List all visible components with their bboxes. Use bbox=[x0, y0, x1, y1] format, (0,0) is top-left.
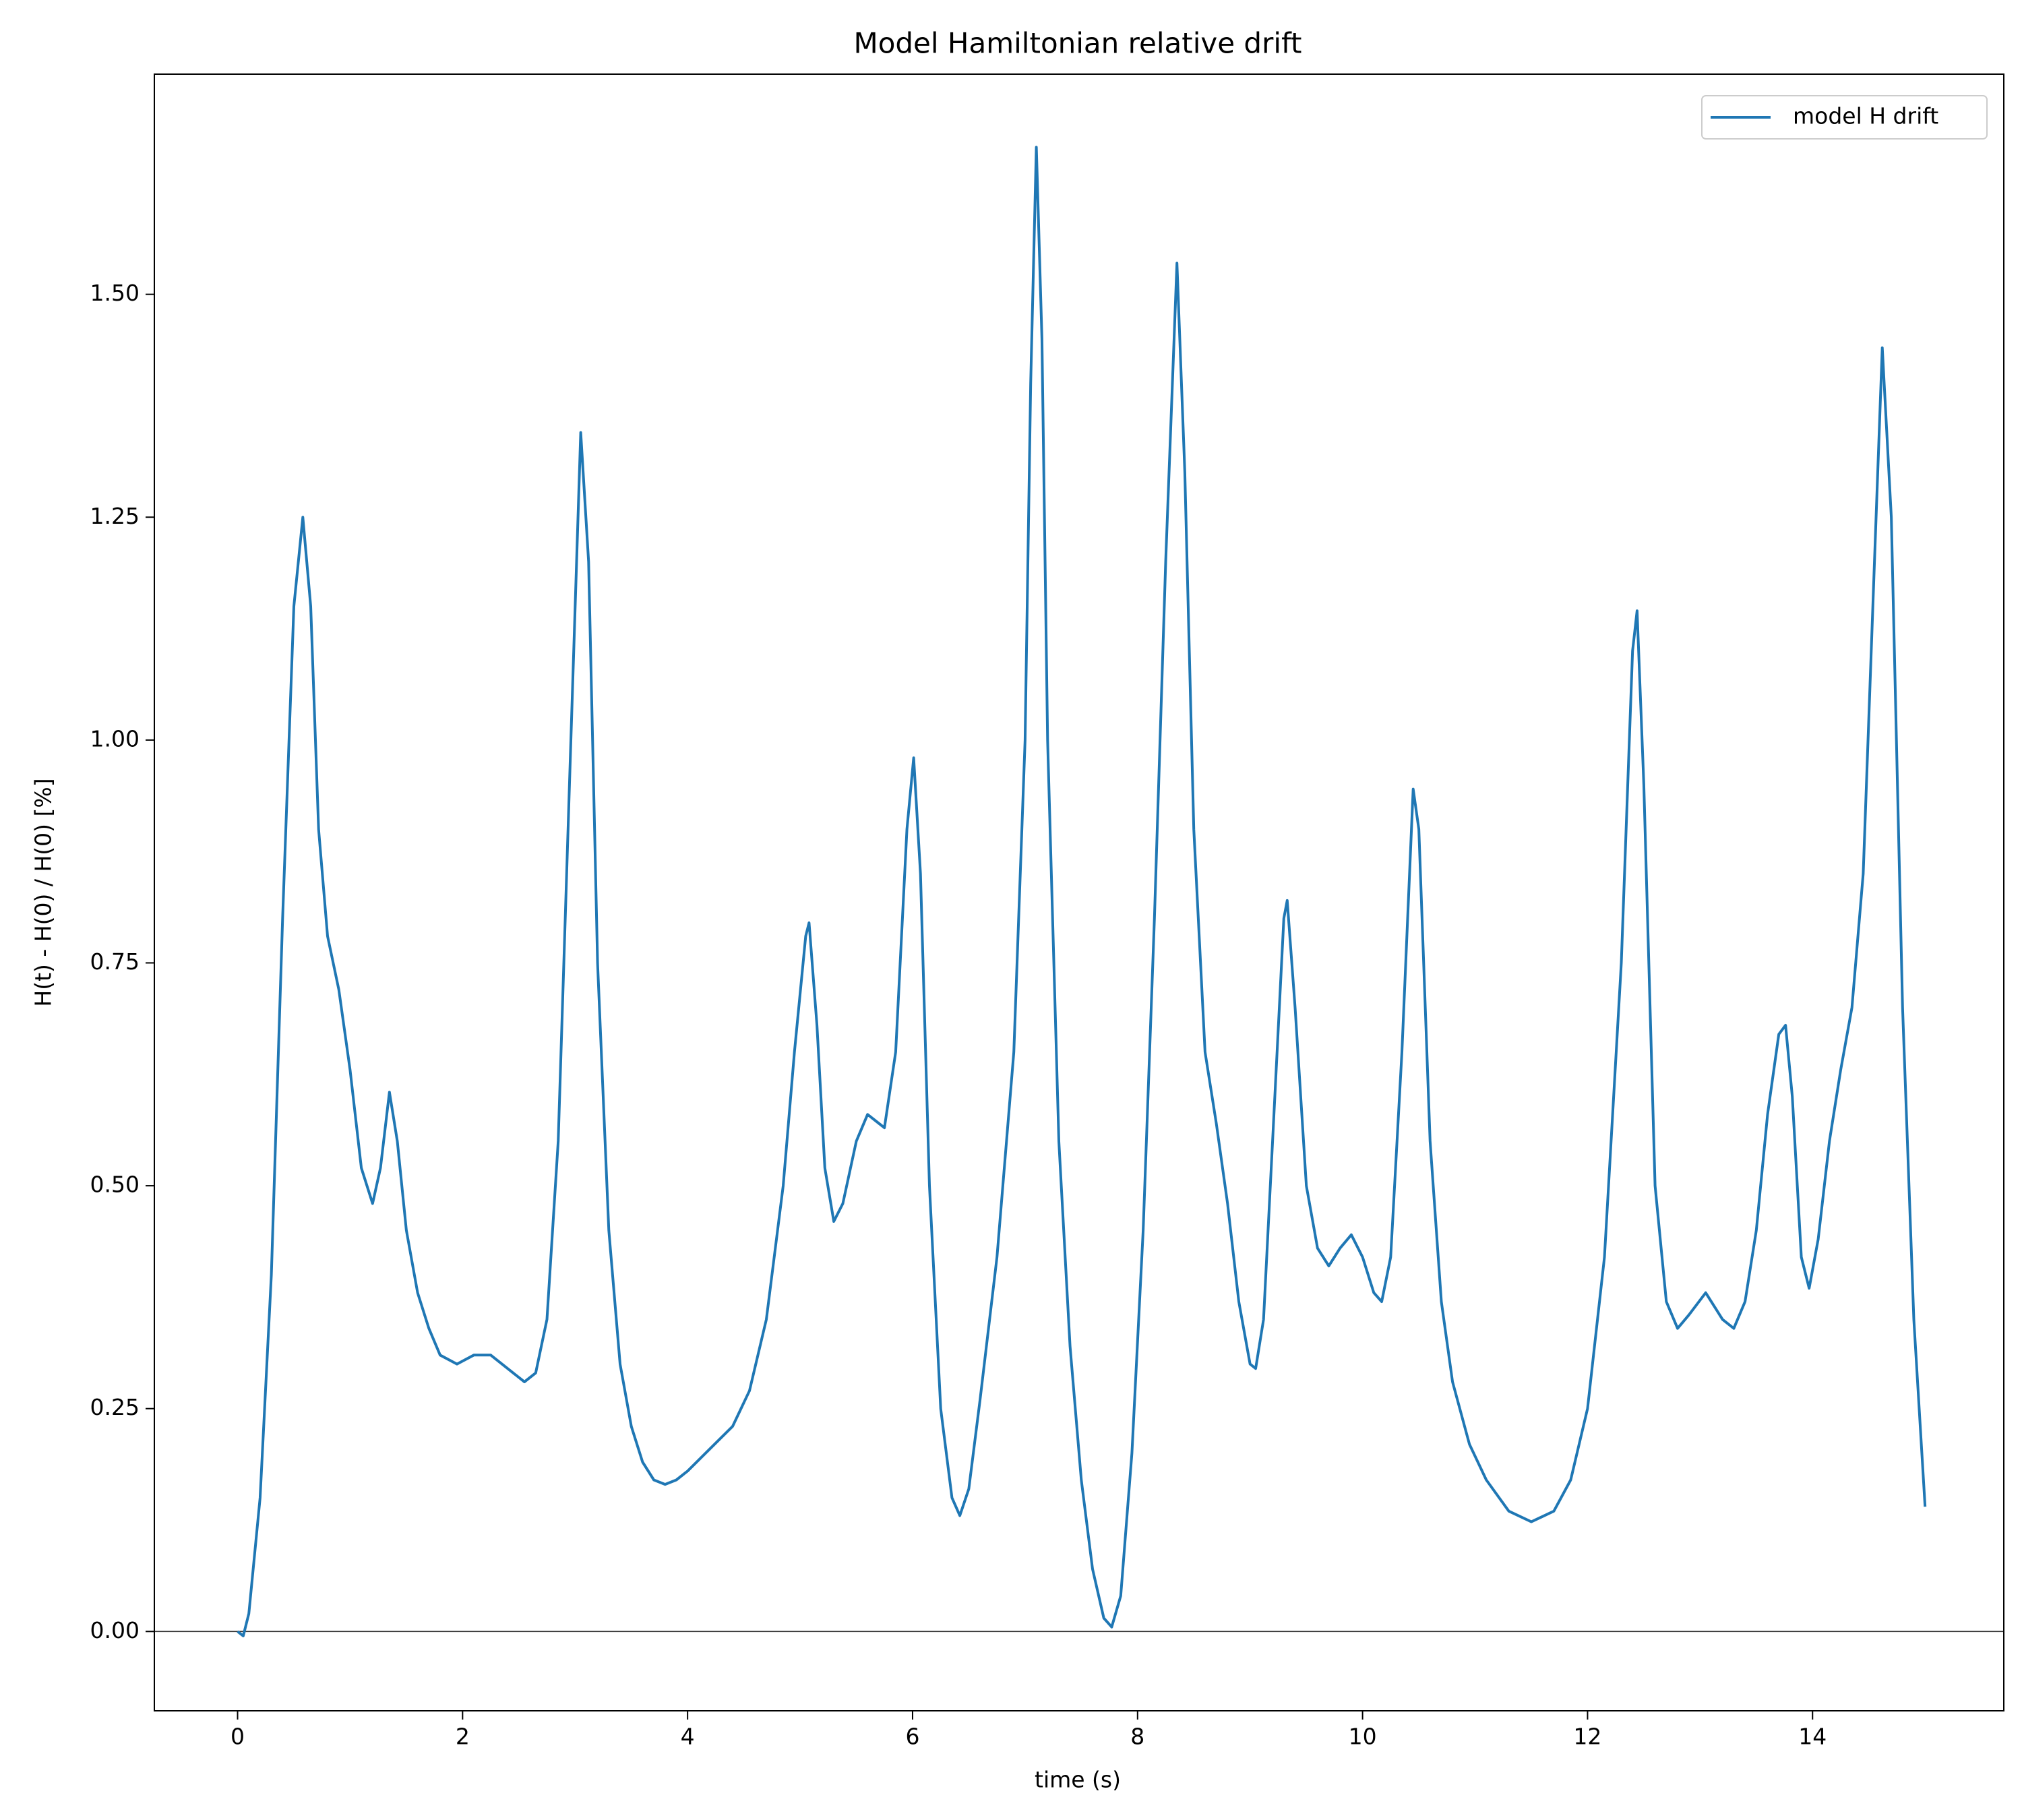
x-tick-label: 4 bbox=[681, 1724, 695, 1750]
x-tick-label: 6 bbox=[905, 1724, 919, 1750]
x-tick-label: 12 bbox=[1573, 1724, 1601, 1750]
data-line bbox=[237, 146, 1927, 1637]
y-tick-label: 0.75 bbox=[90, 948, 140, 975]
x-tick-label: 8 bbox=[1130, 1724, 1144, 1750]
x-tick-label: 2 bbox=[456, 1724, 470, 1750]
legend-box bbox=[1701, 95, 1988, 140]
y-tick-label: 0.25 bbox=[90, 1394, 140, 1420]
x-axis-label: time (s) bbox=[1035, 1767, 1121, 1793]
chart-title: Model Hamiltonian relative drift bbox=[853, 27, 1301, 60]
y-tick-label: 1.25 bbox=[90, 503, 140, 529]
y-tick-label: 0.00 bbox=[90, 1617, 140, 1643]
x-tick-label: 10 bbox=[1349, 1724, 1377, 1750]
x-tick-label: 0 bbox=[231, 1724, 245, 1750]
y-tick-label: 0.50 bbox=[90, 1172, 140, 1198]
x-tick-label: 14 bbox=[1798, 1724, 1827, 1750]
legend-label: model H drift bbox=[1793, 103, 1938, 129]
y-tick-label: 1.00 bbox=[90, 725, 140, 752]
y-tick-label: 1.50 bbox=[90, 280, 140, 306]
plot-frame bbox=[154, 73, 2004, 1711]
y-axis-label: H(t) - H(0) / H(0) [%] bbox=[30, 778, 57, 1006]
